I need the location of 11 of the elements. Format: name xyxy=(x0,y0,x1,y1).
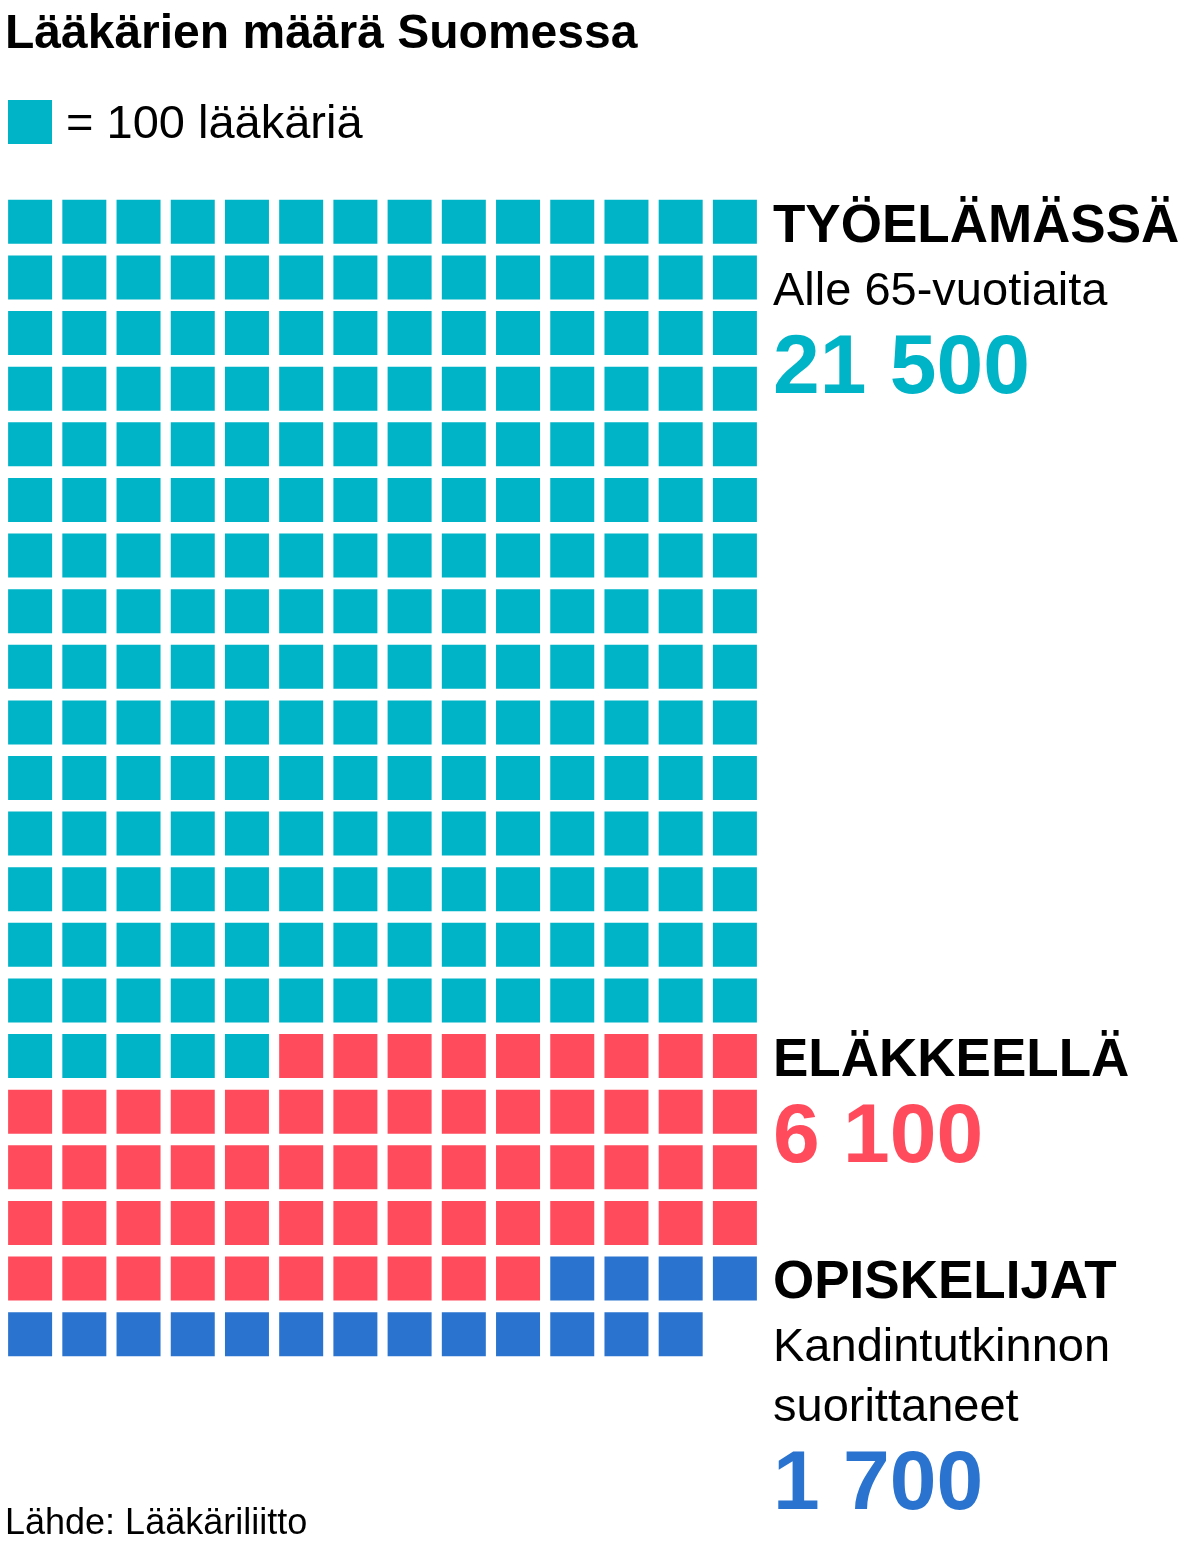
category-label: ELÄKKEELLÄ xyxy=(773,1028,1131,1087)
text: Kandintutkinnon suorittaneet xyxy=(773,1318,1111,1432)
category-label: OPISKELIJAT xyxy=(773,1250,1118,1310)
data-label: 6 100 xyxy=(773,1086,985,1180)
text: Lääkärien määrä Suomessa xyxy=(5,4,638,60)
data-label: 1 700 xyxy=(773,1433,985,1528)
text: Alle 65-vuotiaita xyxy=(773,262,1108,315)
category-label: TYÖELÄMÄSSÄ xyxy=(773,194,1181,253)
data-label: 21 500 xyxy=(773,317,1031,411)
legend-title: = 100 lääkäriä xyxy=(66,95,363,148)
text: Lähde: Lääkäriliitto xyxy=(5,1501,308,1542)
